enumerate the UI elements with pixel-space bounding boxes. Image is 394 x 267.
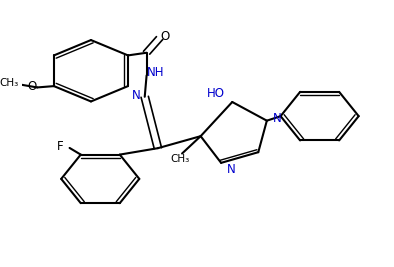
Text: HO: HO [206,88,225,100]
Text: N: N [272,112,281,124]
Text: CH₃: CH₃ [171,154,190,164]
Text: F: F [57,140,63,153]
Text: O: O [27,80,37,93]
Text: NH: NH [147,66,165,79]
Text: N: N [132,89,141,102]
Text: N: N [227,163,236,176]
Text: O: O [160,30,170,43]
Text: CH₃: CH₃ [0,78,19,88]
